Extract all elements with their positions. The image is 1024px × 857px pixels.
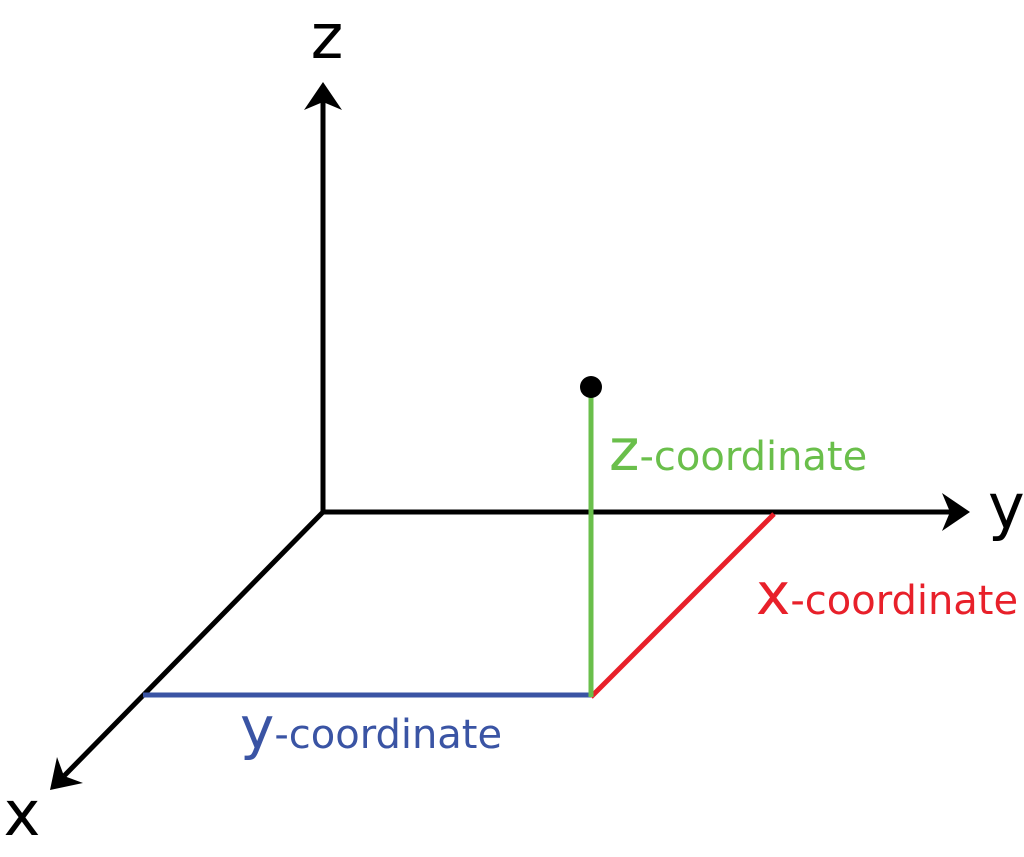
y-coordinate-label: y-coordinate: [240, 694, 502, 762]
y-axis-label: y: [988, 470, 1024, 543]
x-coordinate-label: x-coordinate: [756, 560, 1018, 628]
x-axis: [62, 508, 327, 778]
label-text: -coordinate: [790, 578, 1018, 624]
z-arrow: [304, 82, 342, 110]
label-letter: x: [756, 560, 790, 628]
label-text: -coordinate: [274, 712, 502, 758]
x-coordinate-line: [589, 512, 776, 699]
z-coordinate-label: z-coordinate: [609, 416, 867, 484]
label-text: -coordinate: [639, 434, 867, 480]
point: [580, 376, 602, 398]
label-letter: y: [240, 694, 274, 762]
z-axis-label: z: [311, 0, 344, 73]
y-arrow: [942, 493, 970, 531]
label-letter: z: [609, 416, 639, 484]
x-axis-label: x: [4, 777, 41, 850]
x-arrow: [50, 757, 83, 790]
